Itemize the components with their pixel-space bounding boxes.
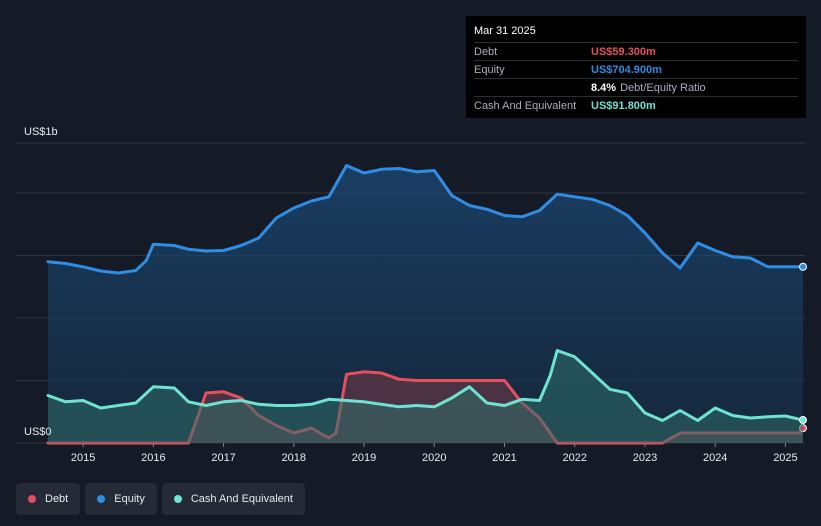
cash-end-marker — [799, 416, 807, 425]
x-tick-label: 2018 — [282, 452, 306, 464]
legend-label: Equity — [114, 493, 145, 505]
legend-item-equity[interactable]: Equity — [85, 483, 157, 515]
legend-item-cash[interactable]: Cash And Equivalent — [161, 483, 305, 515]
cash-line — [46, 349, 805, 422]
x-tick-label: 2015 — [71, 452, 95, 464]
tooltip-label: Equity — [474, 63, 505, 76]
y-axis-top-label: US$1b — [24, 126, 58, 138]
tooltip-panel: Mar 31 2025 Debt US$59.300m Equity US$70… — [466, 16, 806, 118]
x-tick-label: 2022 — [563, 452, 587, 464]
equity-end-marker — [799, 262, 807, 271]
x-tick-label: 2020 — [422, 452, 446, 464]
x-tick-label: 2025 — [773, 452, 797, 464]
tooltip-row-cash: Cash And Equivalent US$91.800m — [474, 96, 798, 114]
equity-area — [48, 165, 803, 443]
cash-area — [48, 350, 803, 443]
y-axis-bottom-label: US$0 — [24, 426, 52, 438]
tooltip-value: US$59.300m — [591, 45, 656, 58]
x-tick-label: 2016 — [141, 452, 165, 464]
tooltip-row-equity: Equity US$704.900m — [474, 60, 798, 78]
tooltip-value: 8.4% — [591, 81, 617, 94]
legend-label: Cash And Equivalent — [190, 493, 293, 505]
x-tick-label: 2024 — [703, 452, 727, 464]
equity-line — [46, 164, 805, 275]
legend: Debt Equity Cash And Equivalent — [16, 483, 305, 515]
tooltip-subtext: Debt/Equity Ratio — [620, 81, 706, 94]
legend-label: Debt — [45, 493, 69, 505]
tooltip-row-ratio: 8.4% Debt/Equity Ratio — [474, 78, 798, 96]
x-tick-label: 2021 — [492, 452, 516, 464]
x-tick-label: 2019 — [352, 452, 376, 464]
legend-item-debt[interactable]: Debt — [16, 483, 81, 515]
tooltip-date: Mar 31 2025 — [474, 25, 536, 37]
tooltip-label: Cash And Equivalent — [474, 99, 577, 112]
tooltip-value: US$91.800m — [591, 99, 656, 112]
x-tick-label: 2023 — [633, 452, 657, 464]
x-tick-label: 2017 — [211, 452, 235, 464]
tooltip-value: US$704.900m — [591, 63, 662, 76]
legend-dot-icon — [28, 495, 36, 503]
legend-dot-icon — [173, 495, 182, 503]
tooltip-label: Debt — [474, 45, 498, 58]
legend-dot-icon — [97, 495, 106, 503]
tooltip-row-debt: Debt US$59.300m — [474, 42, 798, 60]
